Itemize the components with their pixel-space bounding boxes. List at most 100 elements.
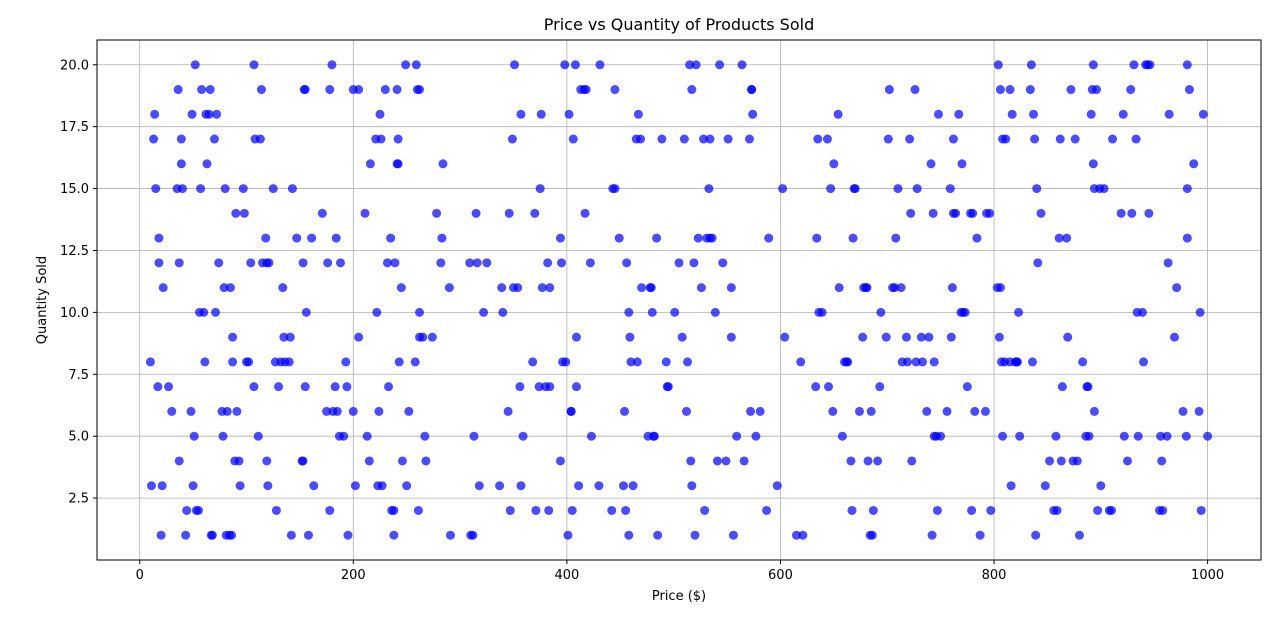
scatter-point	[421, 456, 431, 466]
scatter-point	[495, 481, 505, 491]
scatter-point	[625, 332, 635, 342]
scatter-point	[822, 134, 832, 144]
scatter-point	[396, 283, 406, 293]
scatter-point	[471, 208, 481, 218]
scatter-point	[469, 431, 479, 441]
scatter-point	[390, 258, 400, 268]
scatter-point	[685, 60, 695, 70]
scatter-point	[1007, 109, 1017, 119]
scatter-point	[211, 307, 221, 317]
scatter-point	[1133, 431, 1143, 441]
scatter-point	[534, 382, 544, 392]
scatter-point	[755, 406, 765, 416]
scatter-point	[826, 184, 836, 194]
plot-frame	[96, 39, 1262, 561]
scatter-point	[286, 530, 296, 540]
scatter-point	[531, 505, 541, 515]
scatter-point	[1189, 159, 1199, 169]
scatter-point	[1123, 456, 1133, 466]
scatter-point	[564, 109, 574, 119]
scatter-point	[728, 530, 738, 540]
scatter-point	[1092, 85, 1102, 95]
scatter-point	[744, 134, 754, 144]
scatter-point	[285, 332, 295, 342]
scatter-point	[181, 530, 191, 540]
scatter-point	[322, 406, 332, 416]
scatter-point	[890, 283, 900, 293]
scatter-point	[220, 184, 230, 194]
scatter-point	[354, 85, 364, 95]
scatter-point	[1172, 283, 1182, 293]
scatter-point	[156, 530, 166, 540]
x-axis-ticks: 0 200 400 600 800 1000	[136, 560, 1224, 583]
scatter-point	[689, 258, 699, 268]
scatter-point	[503, 406, 513, 416]
scatter-point	[636, 134, 646, 144]
scatter-point	[505, 505, 515, 515]
scatter-point	[197, 85, 207, 95]
scatter-point	[1157, 456, 1167, 466]
scatter-point	[929, 357, 939, 367]
scatter-point	[670, 307, 680, 317]
scatter-point	[235, 481, 245, 491]
scatter-point	[574, 481, 584, 491]
scatter-point	[932, 505, 942, 515]
scatter-point	[912, 184, 922, 194]
scatter-point	[995, 283, 1005, 293]
x-tick-label: 400	[554, 568, 579, 583]
x-tick-label: 1000	[1191, 568, 1224, 583]
scatter-point	[300, 382, 310, 392]
scatter-point	[1051, 431, 1061, 441]
scatter-point	[154, 258, 164, 268]
y-tick-label: 12.5	[60, 244, 89, 259]
scatter-point	[812, 233, 822, 243]
scatter-point	[928, 208, 938, 218]
y-tick-label: 15.0	[60, 182, 89, 197]
scatter-point	[862, 283, 872, 293]
scatter-point	[218, 431, 228, 441]
scatter-point	[255, 134, 265, 144]
scatter-point	[934, 109, 943, 119]
x-tick-label: 200	[341, 568, 366, 583]
scatter-point	[595, 60, 605, 70]
scatter-point	[504, 208, 514, 218]
scatter-point	[1054, 233, 1064, 243]
scatter-point	[244, 357, 254, 367]
scatter-point	[791, 530, 801, 540]
scatter-point	[614, 233, 624, 243]
scatter-point	[164, 382, 174, 392]
scatter-point	[343, 530, 353, 540]
scatter-point	[843, 357, 853, 367]
scatter-point	[712, 456, 722, 466]
scatter-point	[715, 60, 725, 70]
scatter-point	[154, 233, 164, 243]
scatter-point	[1195, 307, 1205, 317]
scatter-point	[341, 357, 351, 367]
scatter-point	[300, 85, 310, 95]
scatter-point	[393, 134, 403, 144]
scatter-point	[472, 258, 482, 268]
scatter-point	[188, 481, 198, 491]
scatter-point	[174, 258, 184, 268]
scatter-point	[957, 159, 967, 169]
scatter-point	[693, 233, 703, 243]
scatter-point	[545, 382, 555, 392]
scatter-point	[157, 481, 167, 491]
scatter-point	[632, 357, 642, 367]
scatter-point	[585, 258, 595, 268]
scatter-point	[301, 307, 311, 317]
scatter-point	[389, 505, 399, 515]
scatter-point	[335, 258, 345, 268]
scatter-point	[325, 85, 335, 95]
scatter-point	[994, 332, 1004, 342]
scatter-point	[1074, 530, 1084, 540]
scatter-point	[710, 307, 720, 317]
scatter-point	[176, 134, 186, 144]
scatter-point	[190, 60, 200, 70]
scatter-point	[1137, 307, 1147, 317]
scatter-point	[873, 456, 883, 466]
scatter-point	[516, 109, 526, 119]
scatter-point	[536, 109, 546, 119]
scatter-point	[1119, 431, 1129, 441]
